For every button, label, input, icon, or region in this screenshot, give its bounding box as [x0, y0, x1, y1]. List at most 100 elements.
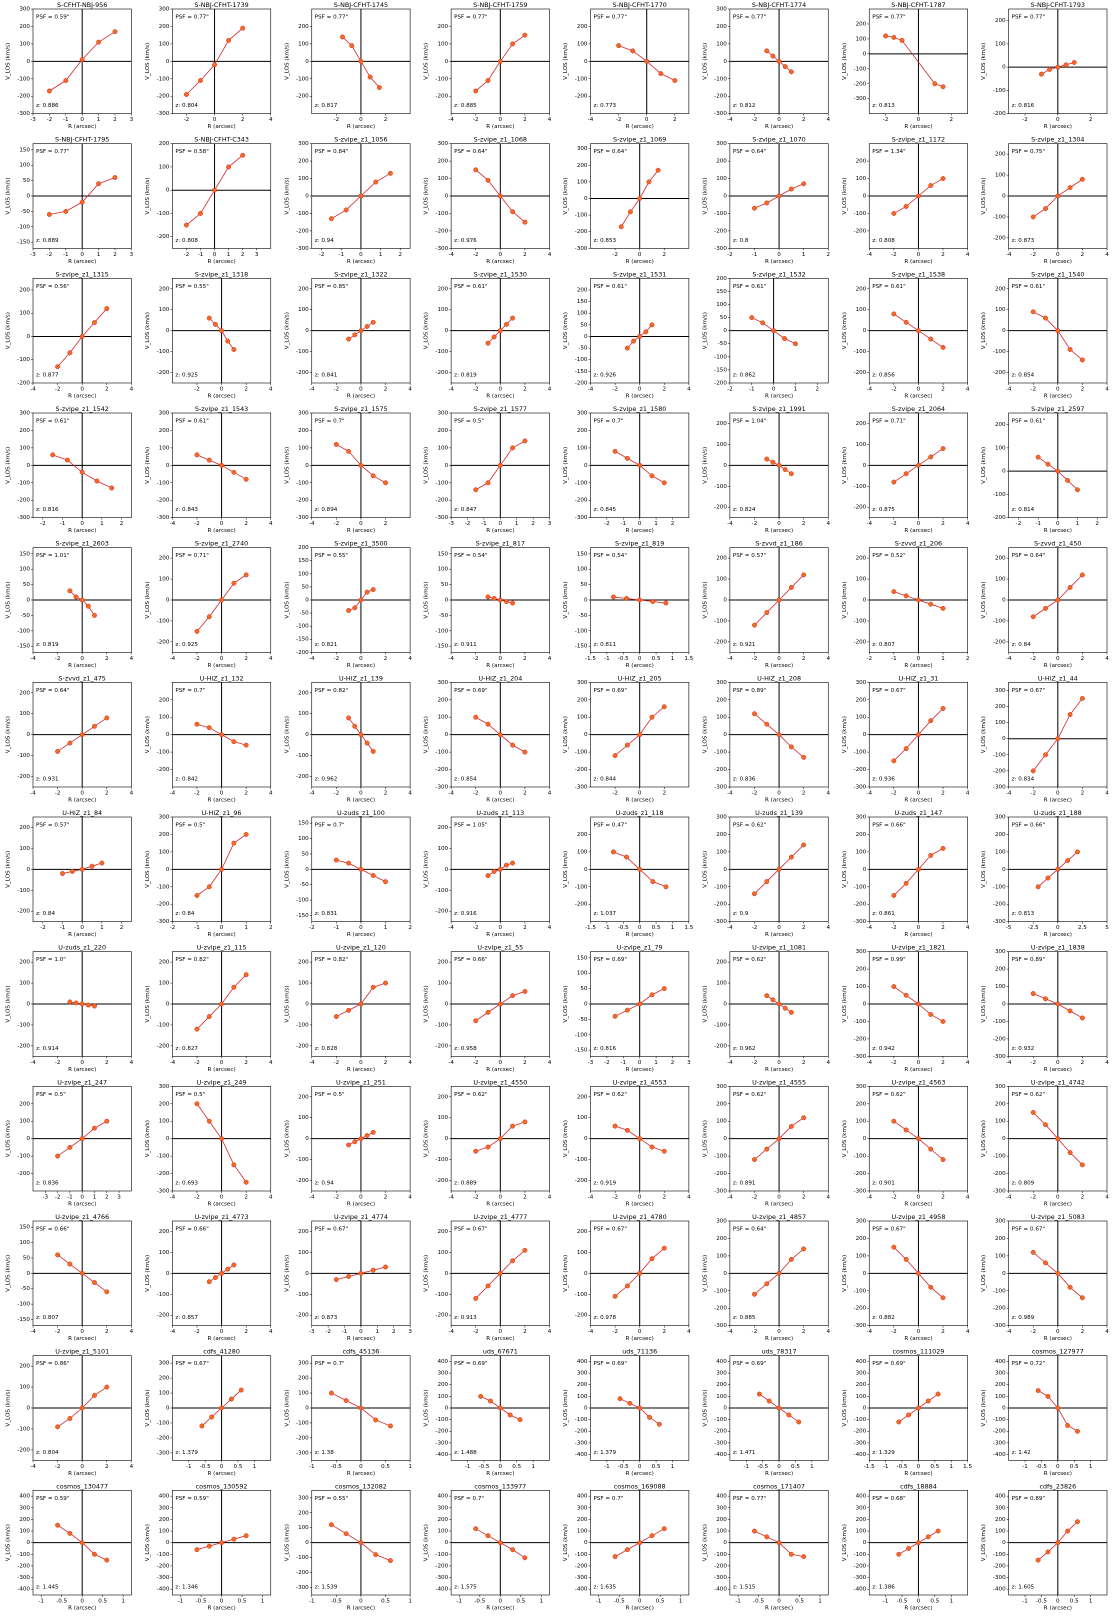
redshift-label: z: 1.346 — [175, 1584, 198, 1590]
x-tick-label: 4 — [548, 117, 552, 123]
x-tick-label: 2 — [241, 252, 245, 258]
x-axis-label: R (arcsec) — [904, 124, 932, 130]
x-tick-label: -4 — [309, 790, 315, 796]
y-axis-label: V_LOS (km/s) — [842, 1389, 848, 1426]
data-point — [891, 479, 897, 485]
y-tick-label: -200 — [714, 94, 727, 100]
y-tick-label: -100 — [435, 888, 448, 894]
y-tick-label: -300 — [854, 1054, 867, 1060]
data-point — [497, 328, 503, 334]
y-tick-label: 200 — [437, 825, 448, 831]
y-tick-label: 300 — [159, 1084, 170, 1090]
y-tick-label: 200 — [19, 428, 30, 434]
x-tick-label: 0 — [1056, 252, 1060, 258]
y-tick-label: -100 — [993, 1154, 1006, 1160]
panel: cosmos_111029-1.5 -1 -0.5 0 0.5 1 1.5-400-300-… — [842, 1348, 973, 1477]
data-point — [67, 1530, 73, 1536]
x-tick-label: -1 — [63, 252, 69, 258]
data-point — [109, 485, 115, 491]
x-tick-label: 2 — [949, 117, 953, 123]
data-point — [388, 1423, 393, 1429]
data-point — [752, 1528, 757, 1534]
y-tick-label: 150 — [577, 955, 588, 961]
psf-label: PSF = 0.77" — [454, 15, 488, 21]
x-tick-label: -4 — [727, 1329, 733, 1335]
x-axis-label: R (arcsec) — [68, 124, 96, 130]
panel: S-NBJ-CFHT-1787-2 0 2-300-200-1000100200R … — [842, 1, 968, 130]
x-tick-label: -2 — [194, 386, 200, 392]
y-tick-label: 100 — [298, 711, 309, 717]
y-tick-label: 200 — [159, 556, 170, 562]
x-tick-label: 0 — [213, 117, 217, 123]
x-axis-label: R (arcsec) — [626, 663, 654, 669]
data-point — [194, 1026, 200, 1032]
panel-title: S-zvipe_z1_1530 — [474, 270, 527, 278]
y-tick-label: -300 — [157, 1575, 170, 1581]
y-tick-label: 300 — [159, 411, 170, 417]
y-tick-label: 300 — [716, 1084, 727, 1090]
data-point — [69, 868, 75, 874]
x-tick-label: -1 — [621, 521, 627, 527]
y-tick-label: 300 — [995, 1505, 1006, 1511]
y-tick-label: 100 — [577, 179, 588, 185]
x-tick-label: 0 — [638, 521, 642, 527]
x-tick-label: -2 — [47, 117, 53, 123]
x-tick-label: 0 — [80, 1194, 84, 1200]
x-tick-label: 0 — [777, 1464, 781, 1470]
data-point — [801, 1115, 807, 1121]
x-tick-label: -4 — [866, 1194, 872, 1200]
y-tick-label: -300 — [17, 1575, 30, 1581]
x-tick-label: 0 — [917, 252, 921, 258]
data-point — [343, 1531, 349, 1537]
x-tick-label: 0 — [499, 656, 503, 662]
y-tick-label: 0 — [445, 1406, 449, 1412]
panel-title: S-zvvd_z1_450 — [1034, 540, 1081, 548]
redshift-label: z: 0.94 — [315, 238, 334, 244]
data-point — [219, 597, 225, 603]
x-tick-label: 4 — [408, 790, 412, 796]
psf-label: PSF = 0.62" — [733, 1092, 767, 1098]
y-tick-label: -150 — [296, 913, 309, 919]
x-tick-label: 1 — [949, 1464, 953, 1470]
data-point — [928, 601, 934, 607]
panel-title: S-NBJ-CFHT-1745 — [334, 1, 388, 9]
psf-label: PSF = 0.5" — [454, 419, 484, 425]
y-tick-label: -100 — [993, 884, 1006, 890]
redshift-label: z: 1.42 — [1012, 1450, 1031, 1456]
data-point — [388, 1558, 393, 1564]
x-tick-label: 0 — [777, 1598, 781, 1604]
data-point — [788, 471, 794, 477]
y-tick-label: 300 — [716, 141, 727, 147]
y-tick-label: 200 — [19, 1364, 30, 1370]
x-tick-label: -2 — [194, 1060, 200, 1066]
y-tick-label: -150 — [17, 240, 30, 246]
panel-title: S-zvipe_z1_1304 — [1031, 136, 1084, 144]
x-tick-label: 4 — [1105, 1329, 1109, 1335]
y-tick-label: 0 — [445, 732, 449, 738]
data-point — [796, 1419, 802, 1425]
x-axis-label: R (arcsec) — [68, 1605, 96, 1611]
x-tick-label: -4 — [866, 1060, 872, 1066]
y-tick-label: -100 — [435, 1022, 448, 1028]
data-point — [1035, 884, 1041, 890]
y-axis-label: V_LOS (km/s) — [6, 581, 12, 618]
panel-title: S-zvipe_z1_1531 — [613, 270, 666, 278]
x-axis-label: R (arcsec) — [486, 124, 514, 130]
x-tick-label: -2 — [612, 386, 618, 392]
psf-label: PSF = 0.64" — [733, 149, 767, 155]
data-point — [782, 336, 787, 341]
x-tick-label: 2 — [663, 1194, 667, 1200]
x-tick-label: -2 — [866, 656, 872, 662]
psf-label: PSF = 0.66" — [454, 957, 488, 963]
y-tick-label: 100 — [716, 442, 727, 448]
y-tick-label: 100 — [437, 715, 448, 721]
panel-title: S-NBJ-CFHT-C343 — [194, 136, 249, 144]
y-tick-label: -400 — [854, 1587, 867, 1593]
data-point — [346, 860, 352, 866]
x-tick-label: 3 — [408, 1329, 412, 1335]
y-tick-label: -400 — [854, 1452, 867, 1458]
psf-label: PSF = 0.66" — [36, 1227, 70, 1233]
